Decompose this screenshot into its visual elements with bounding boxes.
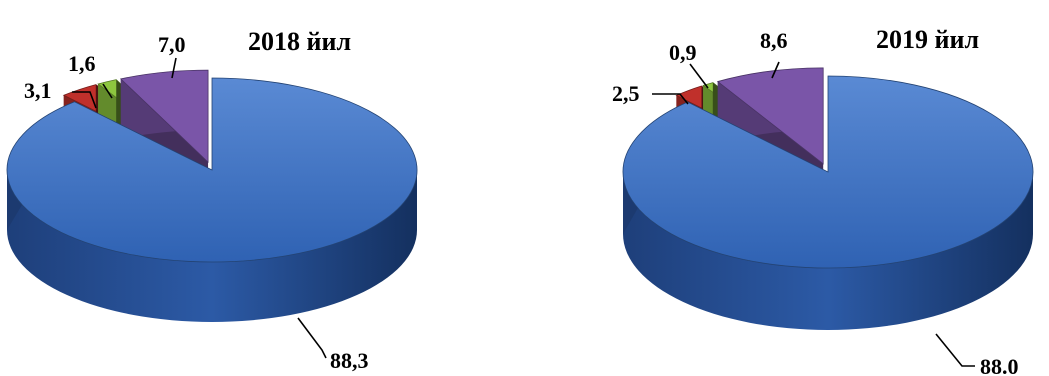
slice-main-2019-йил xyxy=(622,75,1034,330)
pie-slices-2019 xyxy=(622,67,1034,330)
leader-line-2019-red xyxy=(652,93,689,105)
pie-chart-2018: 2018 йил 3,1 1,6 7,0 88,3 xyxy=(6,27,418,373)
leader-line-2018-green xyxy=(102,83,113,99)
leader-line-2018-red xyxy=(72,91,97,109)
pie-chart-2019: 2019 йил 2,5 0,9 8,6 88.0 xyxy=(612,25,1034,376)
pie-side-wall xyxy=(7,170,417,322)
data-label-2018-green: 1,6 xyxy=(68,51,96,76)
leader-line-2018-purple xyxy=(171,57,177,79)
data-label-2018-blue: 88,3 xyxy=(330,348,369,373)
slice-top-face xyxy=(622,75,1034,269)
slice-top-face xyxy=(6,77,418,263)
data-label-2019-red: 2,5 xyxy=(612,81,640,106)
data-label-2019-purple: 8,6 xyxy=(760,28,788,53)
data-label-2019-blue: 88.0 xyxy=(980,354,1019,376)
data-label-2019-green: 0,9 xyxy=(669,40,697,65)
data-label-2018-red: 3,1 xyxy=(24,78,52,103)
slice-main-2018-йил xyxy=(6,77,418,322)
leader-line-2019-purple xyxy=(771,61,780,79)
leader-line-2019-green xyxy=(689,63,709,89)
pie-side-wall xyxy=(623,172,1033,330)
pie-slices-2018 xyxy=(6,69,418,322)
leader-line-2019-blue xyxy=(935,333,975,367)
chart-title-2018: 2018 йил xyxy=(248,27,351,56)
leader-line-2018-blue xyxy=(297,317,327,359)
slice-top-face xyxy=(119,69,209,164)
data-label-2018-purple: 7,0 xyxy=(158,32,186,57)
slice-top-face xyxy=(716,67,824,165)
chart-title-2019: 2019 йил xyxy=(876,25,979,54)
